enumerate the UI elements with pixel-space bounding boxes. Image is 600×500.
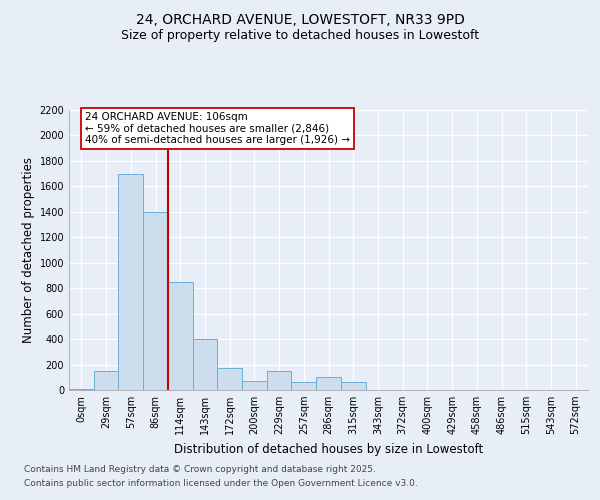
Text: Size of property relative to detached houses in Lowestoft: Size of property relative to detached ho… <box>121 29 479 42</box>
Bar <box>168 282 193 390</box>
Bar <box>316 378 341 390</box>
Y-axis label: Number of detached properties: Number of detached properties <box>22 157 35 343</box>
Bar <box>193 339 217 390</box>
Bar <box>267 371 292 390</box>
Bar <box>341 382 365 390</box>
Text: 24 ORCHARD AVENUE: 106sqm
← 59% of detached houses are smaller (2,846)
40% of se: 24 ORCHARD AVENUE: 106sqm ← 59% of detac… <box>85 112 350 145</box>
Bar <box>292 382 316 390</box>
Bar <box>217 368 242 390</box>
Bar <box>143 212 168 390</box>
Bar <box>118 174 143 390</box>
Text: 24, ORCHARD AVENUE, LOWESTOFT, NR33 9PD: 24, ORCHARD AVENUE, LOWESTOFT, NR33 9PD <box>136 12 464 26</box>
Text: Contains HM Land Registry data © Crown copyright and database right 2025.: Contains HM Land Registry data © Crown c… <box>24 466 376 474</box>
Text: Contains public sector information licensed under the Open Government Licence v3: Contains public sector information licen… <box>24 479 418 488</box>
Bar <box>242 381 267 390</box>
Text: Distribution of detached houses by size in Lowestoft: Distribution of detached houses by size … <box>174 442 484 456</box>
Bar <box>94 371 118 390</box>
